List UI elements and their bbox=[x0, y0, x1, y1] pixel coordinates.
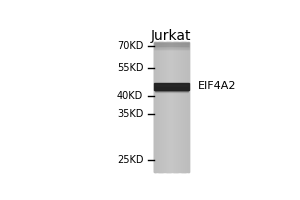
Bar bbox=[174, 42, 175, 172]
Bar bbox=[169, 42, 170, 172]
Bar bbox=[154, 46, 189, 47]
Bar bbox=[184, 42, 185, 172]
Bar bbox=[187, 42, 188, 172]
Bar bbox=[168, 42, 169, 172]
Bar bbox=[169, 42, 170, 172]
Bar bbox=[167, 42, 168, 172]
Bar bbox=[185, 42, 186, 172]
Bar bbox=[176, 42, 177, 172]
Text: 40KD: 40KD bbox=[117, 91, 143, 101]
Bar bbox=[167, 42, 168, 172]
Bar bbox=[185, 42, 186, 172]
Bar bbox=[154, 87, 188, 91]
Text: 70KD: 70KD bbox=[117, 41, 143, 51]
Bar bbox=[154, 84, 188, 89]
Bar bbox=[181, 42, 182, 172]
Text: 25KD: 25KD bbox=[117, 155, 143, 165]
Bar bbox=[170, 42, 171, 172]
Bar bbox=[164, 42, 165, 172]
Bar bbox=[157, 42, 158, 172]
Bar bbox=[172, 42, 173, 172]
Bar bbox=[184, 42, 185, 172]
Bar bbox=[180, 42, 181, 172]
Bar bbox=[154, 83, 189, 90]
Bar bbox=[179, 42, 180, 172]
Bar bbox=[154, 49, 189, 50]
Text: 55KD: 55KD bbox=[117, 63, 143, 73]
Bar bbox=[159, 42, 160, 172]
Bar bbox=[156, 42, 157, 172]
Bar bbox=[168, 42, 169, 172]
Bar bbox=[154, 45, 189, 46]
Bar bbox=[159, 42, 160, 172]
Bar bbox=[161, 42, 162, 172]
Bar bbox=[176, 42, 177, 172]
Bar bbox=[182, 42, 183, 172]
Bar bbox=[188, 42, 189, 172]
Bar bbox=[158, 42, 159, 172]
Bar bbox=[163, 42, 164, 172]
Bar bbox=[187, 42, 188, 172]
Bar bbox=[162, 42, 163, 172]
Bar bbox=[154, 44, 189, 45]
Bar bbox=[182, 42, 183, 172]
Bar bbox=[165, 42, 166, 172]
Bar bbox=[154, 47, 189, 48]
Bar bbox=[154, 43, 189, 44]
Bar bbox=[154, 42, 155, 172]
Bar bbox=[174, 42, 175, 172]
Bar bbox=[170, 42, 171, 172]
Bar bbox=[155, 42, 156, 172]
Bar bbox=[172, 42, 173, 172]
Bar bbox=[180, 42, 181, 172]
Bar bbox=[183, 42, 184, 172]
Text: EIF4A2: EIF4A2 bbox=[198, 81, 236, 91]
Text: 35KD: 35KD bbox=[117, 109, 143, 119]
Bar bbox=[160, 42, 161, 172]
Bar bbox=[183, 42, 184, 172]
Bar bbox=[154, 42, 189, 43]
Bar bbox=[173, 42, 174, 172]
Bar bbox=[181, 42, 182, 172]
Bar bbox=[154, 48, 189, 49]
Bar bbox=[171, 42, 172, 172]
Bar bbox=[163, 42, 164, 172]
Bar bbox=[155, 42, 156, 172]
Bar bbox=[154, 42, 155, 172]
Bar bbox=[161, 42, 162, 172]
Bar bbox=[177, 42, 178, 172]
Bar bbox=[178, 42, 179, 172]
Text: Jurkat: Jurkat bbox=[151, 29, 191, 43]
Bar bbox=[165, 42, 166, 172]
Bar bbox=[186, 42, 187, 172]
Bar bbox=[157, 42, 158, 172]
Bar bbox=[178, 42, 179, 172]
Bar bbox=[166, 42, 167, 172]
Bar bbox=[154, 88, 188, 92]
Bar bbox=[154, 83, 188, 87]
